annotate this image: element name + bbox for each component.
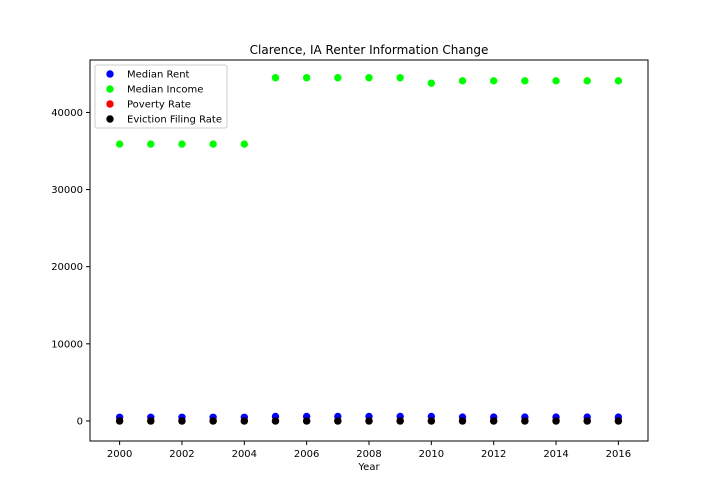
point-eviction-filing-rate-2002 [178,417,186,425]
point-median-income-2002 [178,140,186,148]
plot-marks [115,74,623,425]
x-tick-label: 2000 [107,449,132,460]
chart-title: Clarence, IA Renter Information Change [250,43,489,57]
legend-item-median-income: Median Income [106,85,203,96]
point-median-income-2016 [614,77,623,85]
point-eviction-filing-rate-2014 [552,417,560,425]
point-median-income-2015 [583,77,591,85]
legend-label: Median Income [127,85,203,96]
point-median-income-2008 [365,74,373,82]
legend-marker [106,70,114,78]
point-eviction-filing-rate-2010 [427,417,436,425]
y-tick-label: 20000 [51,262,83,273]
legend-marker [106,115,114,123]
x-tick-label: 2002 [169,449,194,460]
point-median-income-2009 [396,74,404,82]
legend-item-median-rent: Median Rent [106,70,190,81]
x-tick-label: 2012 [481,449,506,460]
x-tick-label: 2004 [232,449,257,460]
point-median-income-2001 [147,140,155,148]
legend-marker [106,100,114,108]
point-eviction-filing-rate-2006 [302,417,311,425]
point-eviction-filing-rate-2016 [614,417,623,425]
point-median-income-2007 [334,74,342,82]
series-eviction-filing-rate [115,417,623,425]
legend-label: Eviction Filing Rate [127,115,222,126]
point-median-income-2003 [209,140,217,148]
point-median-income-2005 [271,74,280,82]
y-tick-label: 10000 [51,339,83,350]
point-eviction-filing-rate-2005 [271,417,280,425]
y-tick-label: 40000 [51,108,83,119]
x-tick-label: 2006 [294,449,319,460]
point-eviction-filing-rate-2008 [365,417,373,425]
point-eviction-filing-rate-2012 [489,417,498,425]
point-eviction-filing-rate-2000 [115,417,124,425]
x-tick-label: 2014 [543,449,568,460]
point-median-income-2006 [302,74,311,82]
legend-frame [94,64,228,129]
point-eviction-filing-rate-2009 [396,417,404,425]
point-median-income-2013 [521,77,529,85]
legend-item-poverty-rate: Poverty Rate [106,100,191,111]
x-axis-label: Year [357,462,380,473]
point-median-income-2011 [458,77,467,85]
point-median-income-2010 [427,79,436,87]
point-eviction-filing-rate-2007 [334,417,342,425]
point-eviction-filing-rate-2015 [583,417,591,425]
series-median-income [115,74,623,148]
axes: 2000 2002 2004 2006 2008 2010 2012 2014 2016 0 100… [51,59,649,460]
point-median-income-2000 [115,140,124,148]
legend-item-eviction-filing-rate: Eviction Filing Rate [106,115,222,126]
point-eviction-filing-rate-2001 [147,417,155,425]
legend-label: Poverty Rate [127,100,191,111]
point-eviction-filing-rate-2011 [458,417,467,425]
point-median-income-2014 [552,77,560,85]
point-eviction-filing-rate-2004 [240,417,249,425]
legend: Median Rent Median Income Poverty Rate Evic… [94,64,228,129]
x-tick-label: 2016 [606,449,631,460]
x-tick-label: 2008 [356,449,381,460]
y-tick-label: 0 [77,416,83,427]
y-tick-label: 30000 [51,185,83,196]
point-eviction-filing-rate-2003 [209,417,217,425]
legend-label: Median Rent [127,70,190,81]
legend-marker [106,85,114,93]
point-median-income-2004 [240,140,249,148]
point-eviction-filing-rate-2013 [521,417,529,425]
point-median-income-2012 [489,77,498,85]
x-tick-label: 2010 [419,449,444,460]
